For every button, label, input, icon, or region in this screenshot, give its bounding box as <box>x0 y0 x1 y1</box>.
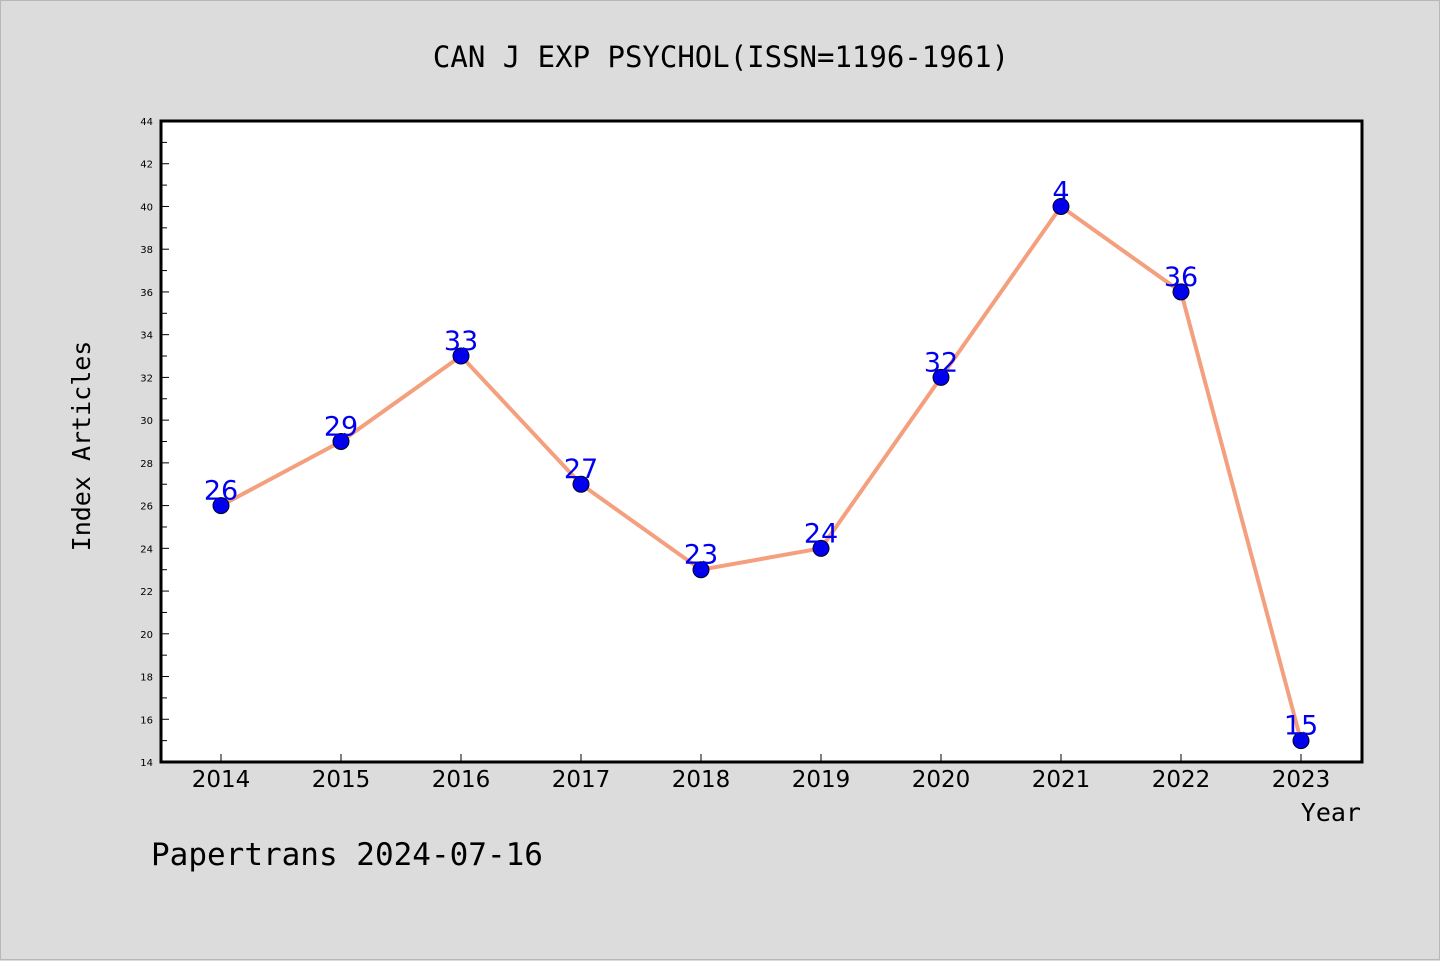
y-tick-label: 28 <box>140 459 153 470</box>
data-label: 23 <box>684 540 718 571</box>
y-axis: 14 16 18 20 22 24 26 28 30 32 34 36 38 40 42 44 <box>140 117 169 769</box>
data-point <box>1172 283 1190 301</box>
data-label: 36 <box>1164 262 1198 293</box>
y-axis-label: Index Articles <box>67 341 96 552</box>
data-point <box>332 433 350 450</box>
y-tick-label: 16 <box>140 715 153 726</box>
x-tick-label: 2021 <box>1032 767 1091 793</box>
data-point <box>1052 197 1070 215</box>
data-point <box>212 497 230 515</box>
y-tick-label: 30 <box>140 416 153 427</box>
y-tick-label: 36 <box>140 288 153 299</box>
series-line <box>220 204 1303 742</box>
series-line-group <box>220 204 1303 742</box>
y-tick-label: 26 <box>140 502 153 513</box>
x-tick-label: 2019 <box>792 767 851 793</box>
markers-group <box>212 197 1310 750</box>
data-point <box>812 539 830 557</box>
data-point <box>572 475 590 493</box>
data-point <box>1292 732 1310 750</box>
data-label: 26 <box>204 476 238 507</box>
footer-text: Papertrans 2024-07-16 <box>151 837 543 873</box>
x-tick-label: 2015 <box>312 767 371 793</box>
y-tick-label: 18 <box>140 673 153 684</box>
x-tick-label: 2016 <box>432 767 491 793</box>
x-tick-label: 2017 <box>552 767 611 793</box>
y-tick-label: 40 <box>140 202 153 213</box>
data-label: 15 <box>1284 711 1318 742</box>
x-tick-label: 2023 <box>1272 767 1331 793</box>
y-tick-label: 44 <box>140 117 153 128</box>
data-label: 27 <box>564 454 598 485</box>
plot-area <box>159 119 1364 764</box>
y-tick-label: 20 <box>140 630 153 641</box>
x-axis: 2014 2015 2016 2017 2018 2019 2020 2021 2022 2023 <box>192 754 1331 793</box>
x-tick-label: 2014 <box>192 767 251 793</box>
data-point <box>932 368 950 386</box>
y-tick-label: 24 <box>140 544 153 555</box>
y-tick-label: 42 <box>140 160 153 171</box>
chart-title: CAN J EXP PSYCHOL(ISSN=1196-1961) <box>433 40 1009 74</box>
data-label: 24 <box>804 518 838 549</box>
y-tick-label: 14 <box>140 758 153 769</box>
data-labels-group: 26 29 33 27 23 24 32 4 36 15 <box>204 176 1318 741</box>
data-label: 33 <box>444 326 478 357</box>
y-tick-label: 38 <box>140 245 153 256</box>
y-tick-label: 34 <box>140 331 153 342</box>
x-tick-label: 2020 <box>912 767 971 793</box>
x-axis-label: Year <box>1301 798 1361 827</box>
data-label: 29 <box>324 412 358 443</box>
data-point <box>692 561 710 579</box>
data-point <box>452 347 470 365</box>
x-tick-label: 2022 <box>1152 767 1211 793</box>
y-tick-label: 32 <box>140 373 153 384</box>
y-tick-label: 22 <box>140 587 153 598</box>
data-label: 32 <box>924 347 958 378</box>
x-tick-label: 2018 <box>672 767 731 793</box>
data-label: 4 <box>1052 176 1069 207</box>
